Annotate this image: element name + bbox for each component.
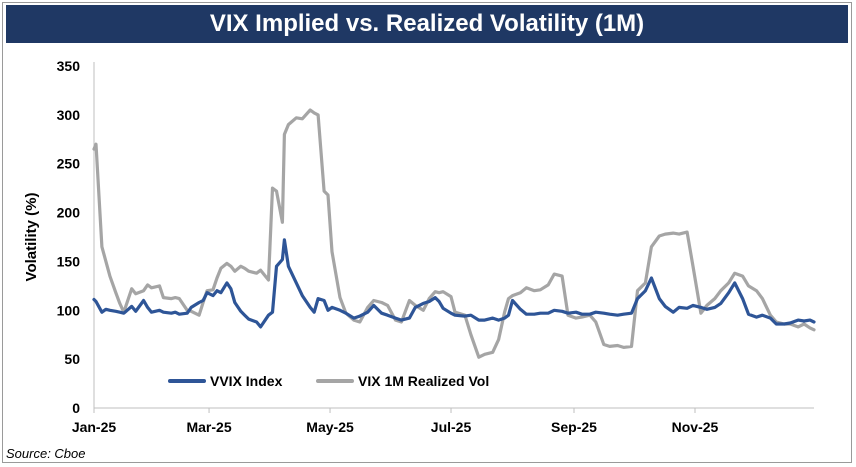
y-tick-label: 100 (57, 302, 81, 318)
y-tick-label: 350 (57, 58, 81, 74)
x-tick-label: Jul-25 (431, 419, 472, 435)
x-tick-label: May-25 (306, 419, 354, 435)
chart-legend: VVIX Index VIX 1M Realized Vol (168, 373, 489, 389)
chart-title: VIX Implied vs. Realized Volatility (1M) (6, 5, 848, 43)
y-tick-label: 150 (57, 253, 81, 269)
y-tick-label: 300 (57, 107, 81, 123)
x-tick-label: Mar-25 (186, 419, 231, 435)
series-line-vix-1m-realized-vol (92, 108, 816, 359)
y-tick-label: 0 (72, 400, 80, 416)
legend-label: VIX 1M Realized Vol (358, 373, 489, 389)
series-line-vvix-index (92, 238, 816, 329)
legend-label: VVIX Index (210, 373, 283, 389)
y-tick-label: 200 (57, 205, 81, 221)
source-note: Source: Cboe (6, 446, 86, 461)
y-tick-label: 50 (64, 351, 80, 367)
series-layer (92, 108, 816, 359)
chart-axes: 0 50 100 150 200 250 300 350 Jan-25 Mar-25 May-25 J… (23, 58, 814, 435)
y-axis-label: Volatility (%) (23, 193, 40, 282)
x-tick-label: Nov-25 (672, 419, 719, 435)
y-tick-label: 250 (57, 156, 81, 172)
x-tick-label: Sep-25 (551, 419, 597, 435)
x-tick-label: Jan-25 (72, 419, 117, 435)
